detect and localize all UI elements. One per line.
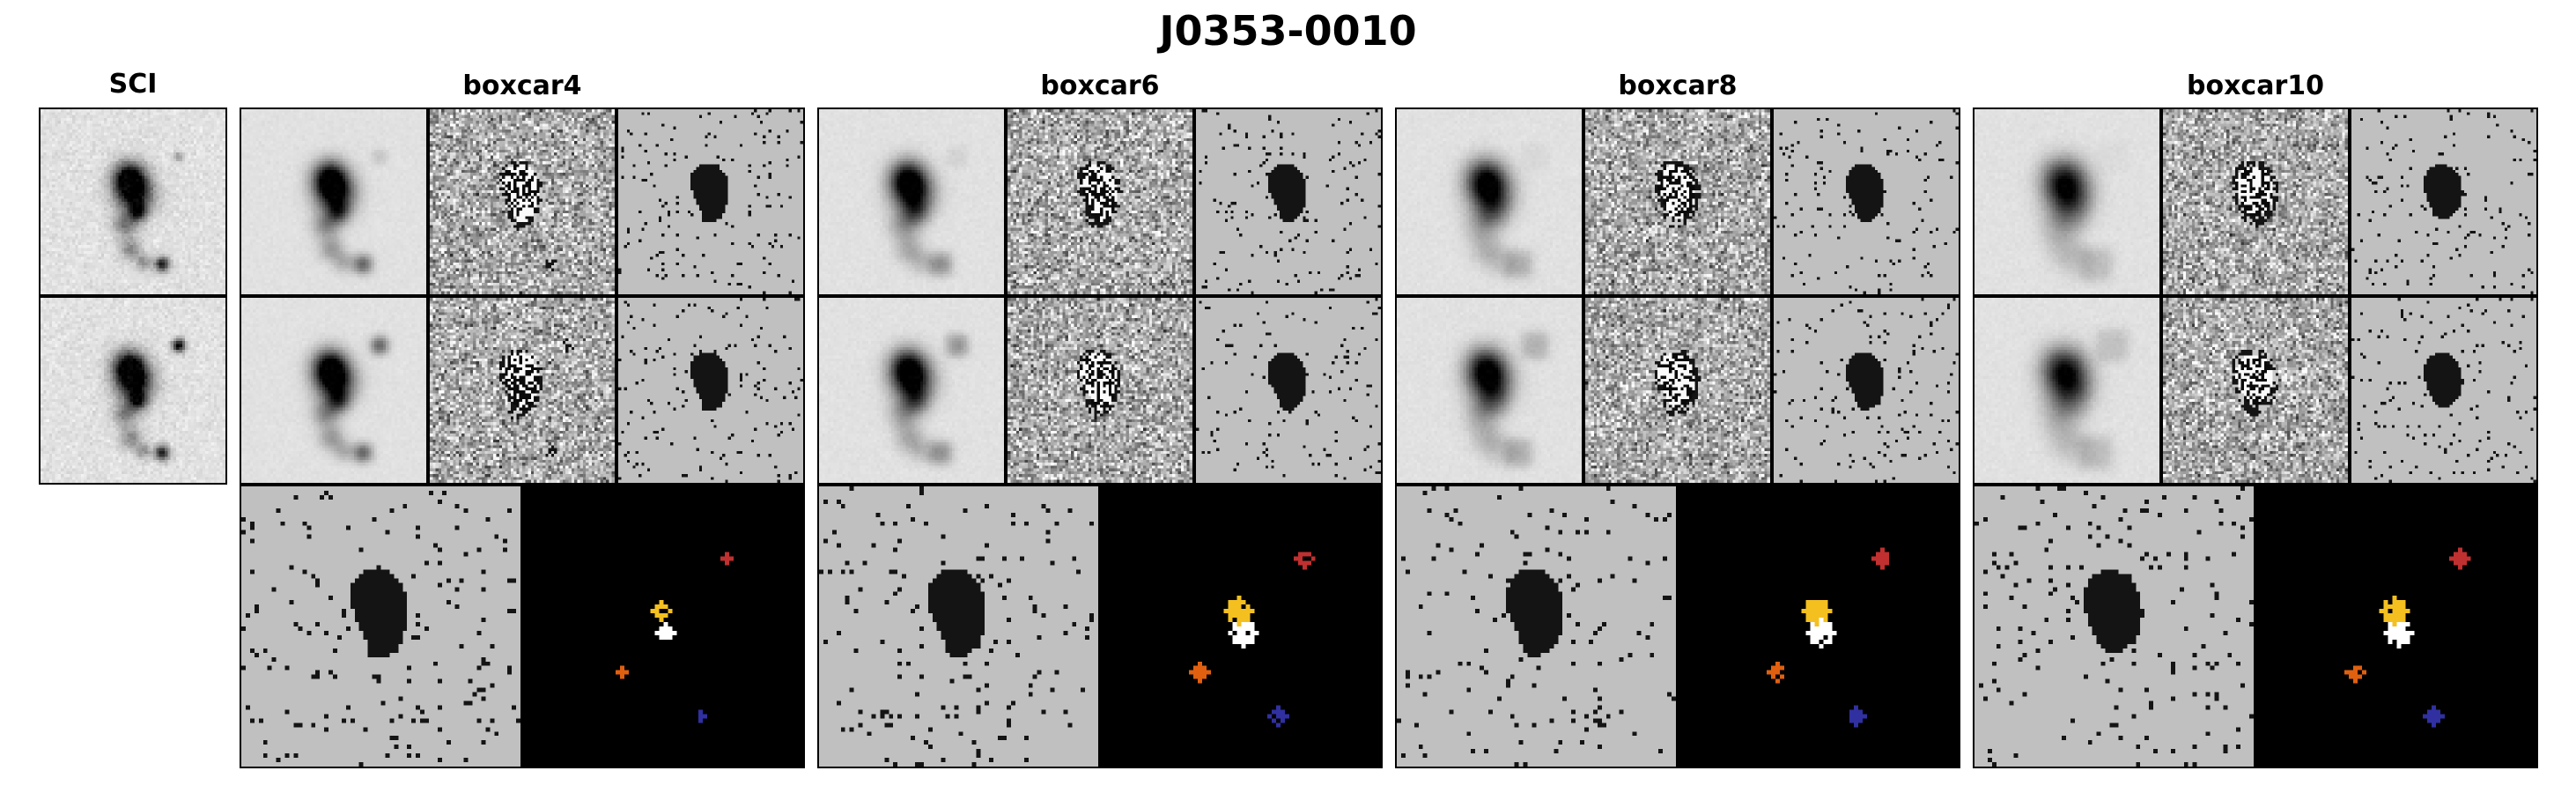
- sci-panel-row1: [39, 107, 227, 296]
- boxcar10-segmentation: [2255, 485, 2538, 768]
- boxcar6-smoothed-row1-image: [819, 109, 1004, 294]
- boxcar4-residual-row1: [428, 107, 616, 296]
- boxcar4-smoothed-row1-image: [241, 109, 426, 294]
- boxcar6-residual-row1-image: [1008, 109, 1192, 294]
- boxcar6-segmentation-image: [1102, 486, 1381, 767]
- boxcar10-residual-row1-image: [2163, 109, 2348, 294]
- boxcar8-segmentation: [1678, 485, 1960, 768]
- boxcar8-residual-row2: [1583, 296, 1772, 485]
- boxcar4-mask-row2: [616, 296, 805, 485]
- boxcar4-residual-row2-image: [430, 298, 615, 483]
- boxcar6-residual-row2-image: [1008, 298, 1192, 483]
- boxcar6-mask-row1: [1194, 107, 1383, 296]
- boxcar4-segmentation: [522, 485, 805, 768]
- boxcar10-smoothed-row2: [1973, 296, 2161, 485]
- boxcar4-mask-row1: [616, 107, 805, 296]
- boxcar4-residual-row2: [428, 296, 616, 485]
- boxcar4-combined-mask-image: [241, 486, 520, 767]
- boxcar8-residual-row1-image: [1585, 109, 1770, 294]
- sci-panel-row2-image: [41, 298, 225, 483]
- group-label-boxcar4: boxcar4: [462, 70, 582, 101]
- boxcar4-smoothed-row2-image: [241, 298, 426, 483]
- boxcar10-mask-row1: [2350, 107, 2538, 296]
- boxcar8-mask-row2-image: [1774, 298, 1959, 483]
- boxcar8-residual-row2-image: [1585, 298, 1770, 483]
- boxcar8-residual-row1: [1583, 107, 1772, 296]
- boxcar4-residual-row1-image: [430, 109, 615, 294]
- boxcar6-combined-mask-image: [819, 486, 1098, 767]
- boxcar4-segmentation-image: [524, 486, 803, 767]
- boxcar10-combined-mask: [1973, 485, 2255, 768]
- group-label-boxcar8: boxcar8: [1618, 70, 1738, 101]
- boxcar6-mask-row1-image: [1196, 109, 1381, 294]
- boxcar4-mask-row2-image: [618, 298, 803, 483]
- boxcar6-combined-mask: [817, 485, 1100, 768]
- boxcar10-smoothed-row1-image: [1974, 109, 2159, 294]
- boxcar10-mask-row2-image: [2351, 298, 2536, 483]
- boxcar8-smoothed-row2: [1395, 296, 1583, 485]
- boxcar10-mask-row1-image: [2351, 109, 2536, 294]
- group-label-boxcar10: boxcar10: [2186, 70, 2324, 101]
- boxcar4-smoothed-row2: [240, 296, 428, 485]
- boxcar6-residual-row2: [1006, 296, 1194, 485]
- boxcar6-residual-row1: [1006, 107, 1194, 296]
- boxcar10-residual-row2: [2161, 296, 2350, 485]
- boxcar4-combined-mask: [240, 485, 522, 768]
- boxcar8-combined-mask-image: [1397, 486, 1676, 767]
- boxcar8-smoothed-row1-image: [1397, 109, 1582, 294]
- boxcar6-smoothed-row2: [817, 296, 1006, 485]
- boxcar8-segmentation-image: [1679, 486, 1959, 767]
- figure-title: J0353-0010: [1159, 7, 1417, 55]
- boxcar8-combined-mask: [1395, 485, 1678, 768]
- boxcar6-mask-row2: [1194, 296, 1383, 485]
- boxcar8-smoothed-row2-image: [1397, 298, 1582, 483]
- boxcar10-residual-row2-image: [2163, 298, 2348, 483]
- sci-label: SCI: [108, 69, 158, 100]
- boxcar10-smoothed-row1: [1973, 107, 2161, 296]
- boxcar6-smoothed-row1: [817, 107, 1006, 296]
- boxcar4-mask-row1-image: [618, 109, 803, 294]
- boxcar8-smoothed-row1: [1395, 107, 1583, 296]
- boxcar8-mask-row2: [1772, 296, 1960, 485]
- boxcar10-mask-row2: [2350, 296, 2538, 485]
- boxcar8-mask-row1-image: [1774, 109, 1959, 294]
- boxcar10-combined-mask-image: [1974, 486, 2254, 767]
- boxcar4-smoothed-row1: [240, 107, 428, 296]
- boxcar10-residual-row1: [2161, 107, 2350, 296]
- boxcar6-segmentation: [1100, 485, 1383, 768]
- sci-panel-row2: [39, 296, 227, 485]
- boxcar6-smoothed-row2-image: [819, 298, 1004, 483]
- group-label-boxcar6: boxcar6: [1040, 70, 1160, 101]
- boxcar10-smoothed-row2-image: [1974, 298, 2159, 483]
- boxcar6-mask-row2-image: [1196, 298, 1381, 483]
- boxcar8-mask-row1: [1772, 107, 1960, 296]
- boxcar10-segmentation-image: [2257, 486, 2536, 767]
- sci-panel-row1-image: [41, 109, 225, 294]
